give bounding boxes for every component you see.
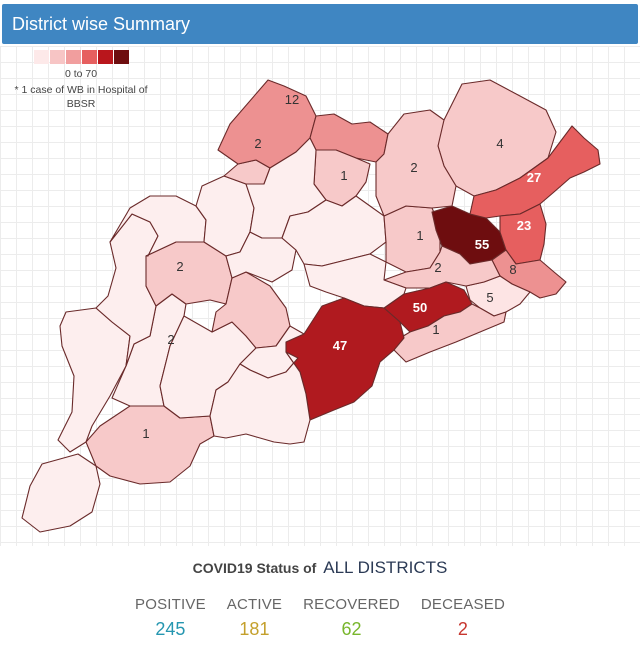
district-label-puri: 1 (432, 322, 439, 337)
district-ganjam-south[interactable] (209, 351, 311, 445)
stat-value: 245 (155, 619, 186, 639)
district-label-rayagada: 1 (142, 426, 149, 441)
district-keonjhar-east[interactable] (375, 109, 457, 217)
district-label-dhenkanal: 1 (416, 228, 423, 243)
district-label-kalahandi: 2 (176, 259, 183, 274)
district-label-jajpur: 55 (475, 237, 489, 252)
legend-range: 0 to 70 (64, 68, 98, 80)
district-label-cuttack: 2 (434, 260, 441, 275)
district-balasore[interactable] (469, 125, 601, 219)
stat-value: 2 (457, 619, 468, 639)
district-bhadrak[interactable] (499, 203, 547, 265)
district-label-keonjhar-east: 2 (410, 160, 417, 175)
stat-label: POSITIVE (135, 596, 206, 613)
status-scope: ALL DISTRICTS (323, 558, 448, 577)
legend-swatch-2 (49, 50, 65, 64)
district-nayagarh[interactable] (303, 253, 407, 309)
district-bolangir[interactable] (211, 271, 291, 349)
legend-swatch-1 (33, 50, 49, 64)
legend-swatch-3 (65, 50, 81, 64)
district-label-kendrapara: 8 (509, 262, 516, 277)
district-label-jharsuguda: 2 (254, 136, 261, 151)
district-label-ganjam-coast: 47 (333, 338, 347, 353)
legend-swatch-5 (97, 50, 113, 64)
district-label-mayurbhanj: 4 (496, 136, 503, 151)
district-puri[interactable] (393, 303, 507, 363)
district-dhenkanal[interactable] (383, 205, 441, 273)
district-label-balasore: 27 (527, 170, 541, 185)
status-prefix: COVID19 Status of (192, 560, 317, 576)
district-gajapati[interactable] (21, 453, 101, 533)
stat-label: ACTIVE (226, 596, 283, 613)
district-label-jagatsinghpur: 5 (486, 290, 493, 305)
district-nuapada[interactable] (109, 195, 207, 257)
district-label-bolangir: 2 (167, 332, 174, 347)
district-label-bhadrak: 23 (517, 218, 531, 233)
stat-value: 62 (341, 619, 362, 639)
stat-positive: POSITIVE 245 (135, 596, 206, 640)
district-label-deogarh: 1 (340, 168, 347, 183)
status-heading: COVID19 Status of ALL DISTRICTS (0, 558, 640, 578)
map-legend: 0 to 70 * 1 case of WB in Hospital of BB… (6, 50, 156, 111)
district-label-khordha: 50 (413, 300, 427, 315)
stat-active: ACTIVE 181 (227, 596, 282, 640)
stat-deceased: DECEASED 2 (421, 596, 505, 640)
legend-swatch-4 (81, 50, 97, 64)
panel-title: District wise Summary (12, 14, 191, 34)
stat-recovered: RECOVERED 62 (303, 596, 400, 640)
stat-value: 181 (239, 619, 270, 639)
legend-note-line-2: BBSR (66, 98, 96, 110)
panel-header: District wise Summary (2, 4, 638, 44)
legend-color-scale (6, 50, 156, 64)
legend-swatch-6 (113, 50, 129, 64)
district-rayagada[interactable] (85, 405, 215, 485)
stat-label: DECEASED (420, 596, 505, 613)
stat-label: RECOVERED (303, 596, 400, 613)
district-sambalpur[interactable] (245, 137, 327, 239)
status-summary: POSITIVE 245 ACTIVE 181 RECOVERED 62 DEC… (135, 596, 505, 640)
legend-note-line-1: * 1 case of WB in Hospital of (14, 84, 148, 96)
district-cuttack[interactable] (383, 245, 501, 289)
district-label-sundargarh: 12 (285, 92, 299, 107)
